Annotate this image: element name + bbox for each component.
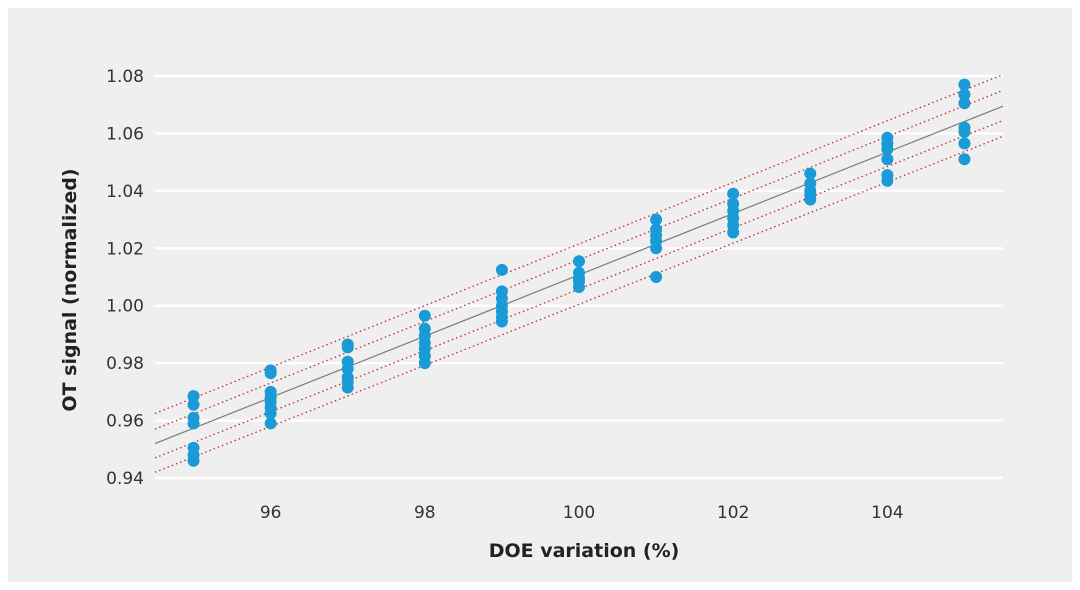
- x-tick-labels: 96 98 100 102 104: [260, 503, 904, 523]
- data-point: [187, 398, 200, 411]
- data-point: [881, 174, 894, 187]
- data-point: [958, 153, 971, 166]
- x-axis-title: DOE variation (%): [489, 540, 680, 562]
- data-point: [650, 242, 663, 255]
- y-tick-labels: 0.94 0.96 0.98 1.00 1.02 1.04 1.06 1.08: [106, 67, 144, 489]
- data-point: [958, 137, 971, 150]
- bound-line: [154, 119, 1004, 459]
- y-tick-label: 1.00: [106, 297, 144, 317]
- data-point: [495, 315, 508, 328]
- data-point: [804, 193, 817, 206]
- data-point: [341, 341, 354, 354]
- data-point: [341, 362, 354, 375]
- data-point: [958, 88, 971, 101]
- data-point: [881, 143, 894, 156]
- scatter-chart: 0.94 0.96 0.98 1.00 1.02 1.04 1.06 1.08 96 98 100…: [59, 67, 1004, 562]
- data-point: [187, 417, 200, 430]
- data-point: [418, 309, 431, 322]
- data-point: [187, 454, 200, 467]
- data-point: [495, 263, 508, 276]
- y-tick-label: 1.02: [106, 239, 144, 259]
- data-point: [881, 153, 894, 166]
- data-point: [264, 407, 277, 420]
- data-point: [573, 255, 585, 268]
- y-tick-label: 1.06: [106, 124, 144, 144]
- y-axis-title: OT signal (normalized): [59, 168, 81, 411]
- data-point: [804, 167, 817, 180]
- y-tick-label: 1.08: [106, 67, 144, 87]
- x-tick-label: 96: [260, 503, 282, 523]
- data-point: [958, 78, 971, 91]
- data-point: [650, 271, 663, 283]
- x-tick-label: 100: [563, 503, 595, 523]
- data-point: [727, 187, 740, 200]
- y-tick-label: 0.96: [106, 412, 144, 432]
- x-tick-label: 104: [871, 503, 903, 523]
- bound-line: [154, 135, 1004, 473]
- y-tick-label: 0.94: [106, 469, 144, 489]
- data-point: [958, 97, 971, 110]
- data-point: [418, 357, 431, 370]
- data-point: [187, 390, 200, 403]
- bound-lines: [154, 73, 1004, 473]
- chart-panel: 0.94 0.96 0.98 1.00 1.02 1.04 1.06 1.08 96 98 100…: [8, 8, 1072, 582]
- x-tick-label: 98: [414, 503, 436, 523]
- data-point: [264, 367, 277, 380]
- data-points: [187, 78, 971, 467]
- bound-line: [154, 89, 1004, 430]
- y-tick-label: 1.04: [106, 182, 144, 202]
- data-point: [341, 381, 354, 394]
- data-point: [650, 213, 663, 226]
- x-tick-label: 102: [717, 503, 749, 523]
- y-tick-label: 0.98: [106, 354, 144, 374]
- data-point: [727, 226, 740, 239]
- grid-lines: [155, 74, 1003, 480]
- bound-line: [154, 73, 1004, 414]
- data-point: [573, 281, 585, 294]
- data-point: [958, 125, 971, 138]
- data-point: [264, 417, 277, 430]
